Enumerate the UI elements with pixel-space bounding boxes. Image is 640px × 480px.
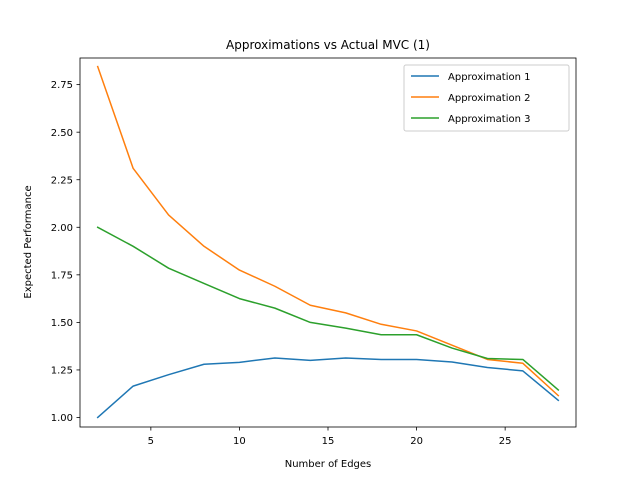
y-tick-label: 2.50 (51, 128, 73, 139)
y-tick-label: 1.25 (51, 366, 73, 377)
legend-box (403, 64, 570, 132)
x-tick-label: 5 (148, 436, 154, 447)
x-axis: 5 10 15 20 25 (148, 427, 512, 447)
y-tick-label: 2.00 (51, 223, 73, 234)
series-line-approximation-1 (96, 357, 560, 419)
y-tick-label: 2.75 (51, 80, 73, 91)
x-tick-label: 15 (322, 436, 335, 447)
x-tick-label: 10 (233, 436, 246, 447)
y-axis-label: Expected Performance (23, 185, 34, 298)
legend-entry-label: Approximation 1 (448, 72, 531, 83)
y-tick-label: 1.50 (51, 318, 73, 329)
legend: Approximation 1 Approximation 2 Approximat… (403, 64, 570, 132)
x-tick-label: 20 (410, 436, 423, 447)
y-tick-label: 1.00 (51, 413, 73, 424)
x-axis-label: Number of Edges (285, 459, 372, 470)
chart-title: Approximations vs Actual MVC (1) (226, 38, 430, 52)
legend-entry-label: Approximation 2 (448, 93, 531, 104)
x-tick-label: 25 (499, 436, 512, 447)
series-group (96, 65, 560, 419)
legend-entry-label: Approximation 3 (448, 114, 531, 125)
y-tick-label: 2.25 (51, 175, 73, 186)
y-axis: 1.00 1.25 1.50 1.75 2.00 2.25 2.50 2.75 (51, 80, 80, 424)
y-tick-label: 1.75 (51, 270, 73, 281)
series-line-approximation-3 (96, 226, 560, 391)
